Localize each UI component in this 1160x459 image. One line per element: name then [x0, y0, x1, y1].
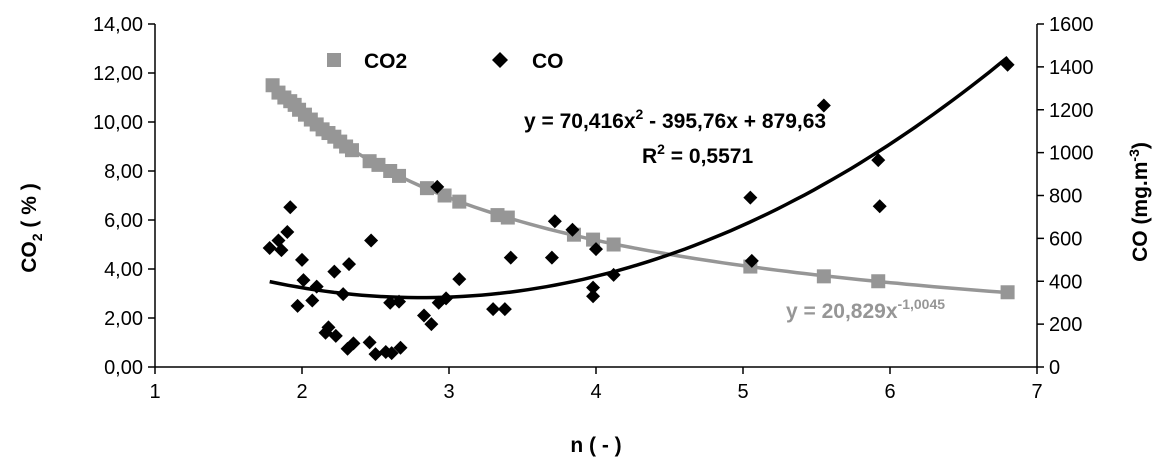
y-right-tick-label: 1600 [1049, 14, 1094, 36]
point-co [327, 264, 342, 279]
y-right-tick-label: 600 [1049, 228, 1082, 250]
point-co [262, 241, 277, 256]
axes: 1 2 3 4 5 6 7 0,00 2,00 4,00 6,00 8,00 10,00 12,00 14,… [93, 14, 1094, 403]
y-right-tick-label: 1000 [1049, 143, 1094, 165]
point-co [393, 340, 408, 355]
point-co [274, 243, 289, 258]
point-co [439, 291, 454, 306]
legend-marker-co2 [327, 53, 341, 67]
x-tick-label: 3 [443, 381, 454, 403]
y-left-tick-label: 10,00 [93, 112, 143, 134]
point-co2 [816, 269, 831, 284]
point-co [368, 347, 383, 362]
point-co2 [371, 157, 386, 172]
point-co [342, 257, 357, 272]
y-right-axis-title: CO (mg.m-3) [1126, 142, 1152, 262]
point-co2 [452, 194, 467, 209]
co-equation: y = 70,416x2 - 395,76x + 879,63 [524, 106, 826, 133]
point-co2 [344, 143, 359, 158]
y-left-tick-label: 12,00 [93, 63, 143, 85]
point-co [309, 279, 324, 294]
point-co [384, 346, 399, 361]
trendline-co [269, 55, 1009, 300]
x-tick-label: 1 [149, 381, 160, 403]
point-co2 [606, 237, 621, 252]
point-co [606, 267, 621, 282]
point-co [392, 294, 407, 309]
point-co2 [500, 210, 515, 225]
x-axis-title: n ( - ) [570, 434, 621, 457]
point-co [544, 250, 559, 265]
point-co [383, 295, 398, 310]
y-left-tick-label: 14,00 [93, 14, 143, 36]
point-co [743, 190, 758, 205]
point-co2 [871, 274, 886, 289]
point-co [328, 328, 343, 343]
point-co [364, 233, 379, 248]
point-co [1000, 57, 1015, 72]
legend-marker-co [492, 52, 508, 68]
point-co [430, 179, 445, 194]
point-co [452, 272, 467, 287]
point-co [321, 320, 336, 335]
co-r-squared: R2 = 0,5571 [642, 141, 753, 168]
point-co [486, 302, 501, 317]
point-co2 [419, 181, 434, 196]
y-left-tick-label: 4,00 [104, 259, 143, 281]
y-right-tick-label: 800 [1049, 186, 1082, 208]
y-left-tick-label: 6,00 [104, 210, 143, 232]
point-co [547, 214, 562, 229]
x-tick-label: 5 [737, 381, 748, 403]
data-points [262, 57, 1015, 362]
y-left-tick-label: 2,00 [104, 308, 143, 330]
y-right-tick-label: 400 [1049, 271, 1082, 293]
point-co [586, 289, 601, 304]
point-co2 [1000, 285, 1015, 300]
point-co [283, 200, 298, 215]
y-left-tick-label: 0,00 [104, 357, 143, 379]
legend-label-co: CO [532, 50, 564, 73]
point-co [362, 335, 377, 350]
point-co [589, 242, 603, 257]
point-co [503, 250, 518, 265]
point-co [424, 317, 439, 332]
legend-label-co2: CO2 [364, 50, 407, 73]
point-co [744, 253, 759, 268]
point-co2 [437, 188, 452, 203]
trendlines [269, 55, 1009, 300]
y-right-tick-label: 200 [1049, 314, 1082, 336]
point-co [497, 302, 512, 317]
point-co [290, 298, 305, 313]
y-right-tick-label: 0 [1049, 357, 1060, 379]
y-right-tick-label: 1400 [1049, 57, 1094, 79]
point-co [295, 252, 309, 267]
point-co [336, 287, 351, 302]
y-left-axis-title: CO2 ( % ) [18, 183, 45, 272]
point-co [346, 336, 361, 351]
point-co [305, 293, 320, 308]
y-left-tick-label: 8,00 [104, 161, 143, 183]
co2-equation: y = 20,829x-1,0045 [786, 296, 945, 323]
point-co2 [392, 168, 407, 183]
point-co [586, 280, 601, 295]
x-tick-label: 4 [590, 381, 601, 403]
y-right-tick-label: 1200 [1049, 100, 1094, 122]
x-tick-label: 6 [884, 381, 895, 403]
x-tick-label: 7 [1031, 381, 1042, 403]
point-co [871, 153, 886, 168]
legend: CO2 CO [327, 50, 564, 73]
point-co [872, 199, 887, 214]
point-co [417, 308, 432, 323]
point-co [296, 273, 311, 288]
point-co [565, 222, 580, 237]
point-co [280, 224, 295, 239]
point-co [816, 98, 831, 113]
x-tick-label: 2 [296, 381, 307, 403]
